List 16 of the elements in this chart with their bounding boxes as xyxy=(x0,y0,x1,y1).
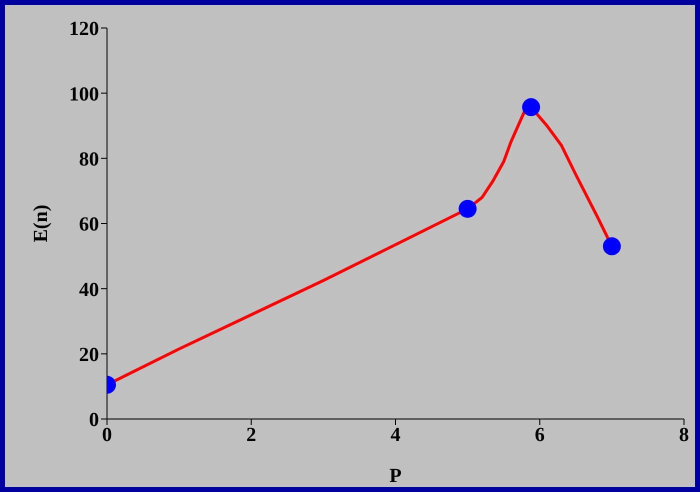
y-axis-title: E(n) xyxy=(30,204,52,242)
x-tick-label: 4 xyxy=(390,424,400,446)
x-axis-title: P xyxy=(389,465,402,487)
y-tick-label: 80 xyxy=(79,148,99,170)
y-tick-label: 120 xyxy=(69,18,99,40)
x-tick-label: 6 xyxy=(534,424,545,446)
y-tick-label: 0 xyxy=(89,409,99,432)
point xyxy=(458,200,477,218)
point xyxy=(522,98,540,116)
y-tick-label: 100 xyxy=(69,83,99,106)
x-tick-label: 2 xyxy=(246,424,256,446)
point xyxy=(602,237,621,256)
y-tick-label: 40 xyxy=(79,278,99,301)
y-tick-label: 20 xyxy=(79,344,99,366)
x-tick-label: 8 xyxy=(679,424,689,446)
y-tick-label: 60 xyxy=(79,214,99,236)
